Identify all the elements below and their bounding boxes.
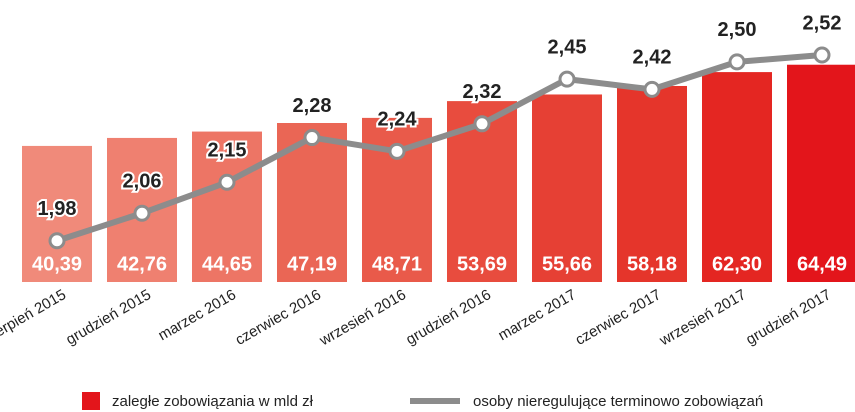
line-point	[133, 204, 151, 222]
line-point	[473, 115, 491, 133]
line-value-label: 2,06	[123, 171, 162, 193]
x-tick-label: wrzesień 2016	[316, 286, 409, 350]
bar-value-label: 62,30	[712, 253, 762, 275]
bar	[617, 85, 687, 283]
line	[56, 52, 823, 244]
x-tick-label: marzec 2017	[495, 286, 579, 344]
line-point	[388, 142, 406, 160]
line-point	[728, 53, 746, 71]
bar-value-label: 47,19	[287, 253, 337, 275]
line-point	[48, 232, 66, 250]
bar-value-label: 64,49	[797, 253, 847, 275]
x-tick-label: grudzień 2015	[63, 286, 154, 348]
line-value-label: 2,32	[463, 81, 502, 103]
line-point	[643, 80, 661, 98]
bar-value-label: 44,65	[202, 253, 252, 275]
x-tick-label: sierpień 2015	[0, 286, 69, 346]
x-tick-label: wrzesień 2017	[656, 286, 749, 350]
line-point	[218, 173, 236, 191]
bar-value-label: 53,69	[457, 253, 507, 275]
bar-value-label: 58,18	[627, 253, 677, 275]
line-point	[303, 129, 321, 147]
x-tick-label: marzec 2016	[155, 286, 239, 344]
legend-label: zaległe zobowiązania w mld zł	[112, 393, 314, 410]
bar-value-label: 48,71	[372, 253, 422, 275]
line-value-label: 2,50	[718, 19, 757, 41]
x-tick-label: czerwiec 2017	[572, 286, 664, 349]
line-value-label: 2,52	[803, 12, 842, 34]
line-value-label: 2,45	[548, 36, 587, 58]
bar	[532, 94, 602, 283]
bar-value-label: 42,76	[117, 253, 167, 275]
bar	[702, 72, 772, 282]
line-value-label: 2,28	[293, 95, 332, 117]
line-point	[558, 70, 576, 88]
line-value-label: 2,42	[633, 47, 672, 69]
legend-label: osoby nieregulujące terminowo zobowiązań	[473, 393, 763, 410]
bar	[787, 64, 855, 282]
bar	[192, 131, 262, 282]
x-tick-label: grudzień 2016	[403, 286, 494, 348]
line-point	[813, 46, 831, 64]
line-value-label: 2,24	[378, 109, 418, 131]
legend-swatch	[82, 392, 100, 410]
x-tick-label: grudzień 2017	[743, 286, 834, 348]
bar	[22, 145, 92, 282]
bar-value-label: 40,39	[32, 253, 82, 275]
line-value-label: 2,15	[208, 140, 247, 162]
x-tick-label: czerwiec 2016	[232, 286, 324, 349]
line-value-label: 1,98	[38, 198, 77, 220]
bar-value-label: 55,66	[542, 253, 592, 275]
